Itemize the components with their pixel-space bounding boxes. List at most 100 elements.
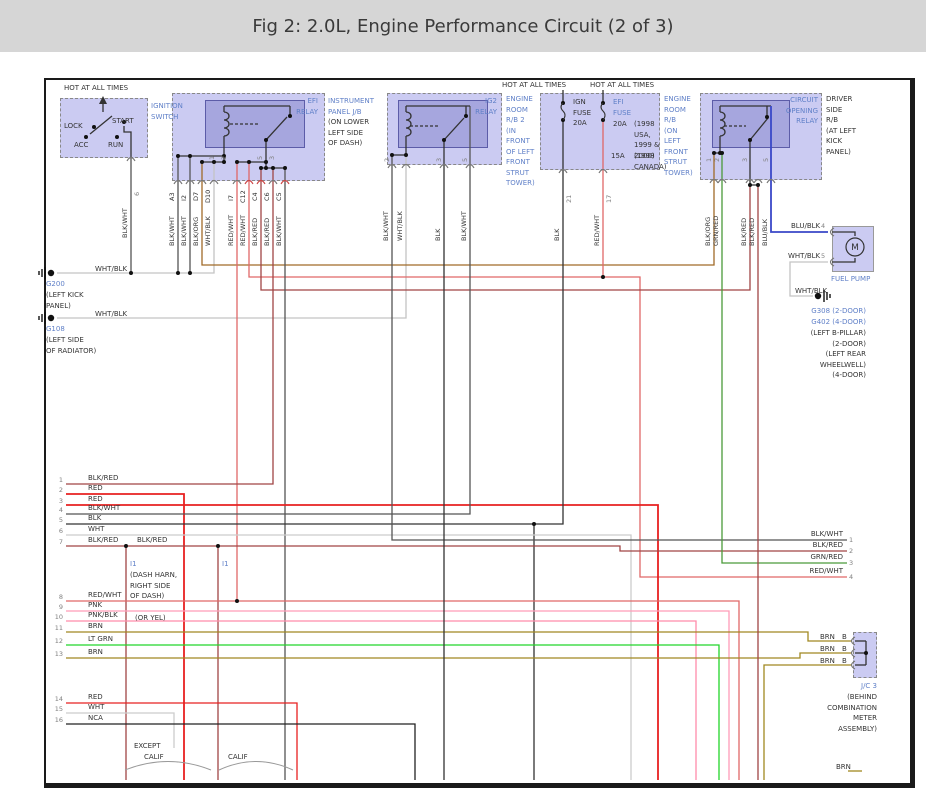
row-num-right-4: 4 bbox=[849, 573, 854, 581]
ig2-pin-3: 3 bbox=[435, 157, 443, 162]
row-color-left-4: BLK/WHT bbox=[88, 504, 121, 512]
row-color-left-5: BLK bbox=[88, 514, 102, 522]
row-color-left-12: LT GRN bbox=[88, 635, 113, 643]
efi-fuse-note1: (1998 USA, 1999 & 2000) bbox=[634, 120, 660, 160]
jc3-row-pin-3: B bbox=[842, 657, 847, 665]
row-color-left-2: RED bbox=[88, 484, 103, 492]
diagram-frame bbox=[44, 78, 915, 788]
fuel-pump-label: FUEL PUMP bbox=[831, 275, 871, 283]
efi-wire-5: RED/WHT bbox=[227, 214, 235, 246]
cor-wire-5: BLU/BLK bbox=[761, 218, 769, 246]
jc3-row-color-1: BRN bbox=[820, 633, 835, 641]
row-color-left-9: PNK bbox=[88, 601, 103, 609]
calif: CALIF bbox=[228, 753, 248, 761]
row-num-left-1: 1 bbox=[58, 476, 63, 484]
ig2-wire-1: BLK/WHT bbox=[382, 211, 390, 241]
i1-label-2: I1 bbox=[222, 560, 229, 568]
ig2-relay-label: IG2 RELAY bbox=[475, 97, 497, 116]
brn-bottom: BRN bbox=[836, 763, 851, 771]
ignition-start: START bbox=[112, 117, 134, 125]
row-num-left-11: 11 bbox=[54, 624, 63, 632]
row-num-left-10: 10 bbox=[54, 613, 63, 621]
jc3-box bbox=[853, 632, 877, 678]
row-color-left-11: BRN bbox=[88, 622, 103, 630]
efi-conn-d7: D7 bbox=[192, 191, 200, 201]
efi-wire-6: RED/WHT bbox=[239, 214, 247, 246]
row-num-right-3: 3 bbox=[849, 559, 854, 567]
fuel-pump-pin-5: 5 bbox=[821, 252, 826, 260]
efi-wire-3: BLK/ORG bbox=[192, 216, 200, 246]
g108-label: G108 bbox=[46, 325, 65, 333]
ign-fuse-label: IGN FUSE 20A bbox=[573, 98, 592, 127]
efi-fuse-15a: 15A bbox=[611, 152, 625, 160]
jc3-row-pin-1: B bbox=[842, 633, 847, 641]
row-color-left-8: RED/WHT bbox=[88, 591, 122, 599]
cor-pin-2: 2 bbox=[713, 157, 721, 162]
ig2-wire-3: BLK bbox=[434, 228, 442, 241]
efi-conn-c6: C6 bbox=[263, 192, 271, 201]
efi-pin-5: 5 bbox=[256, 155, 264, 160]
efi-wire-9: BLK/WHT bbox=[275, 216, 283, 246]
driver-side-rb-label: DRIVER SIDE R/B (AT LEFT KICK PANEL) bbox=[826, 95, 856, 156]
ig2-wire-2: WHT/BLK bbox=[396, 211, 404, 241]
row-color-left-16: NCA bbox=[88, 714, 103, 722]
row-num-left-2: 2 bbox=[58, 486, 63, 494]
engine-room-rb-label: ENGINE ROOM R/B (ON LEFT FRONT STRUT TOW… bbox=[664, 95, 693, 177]
fuel-pump-whtblk: WHT/BLK bbox=[788, 252, 821, 260]
efi-conn-c5: C5 bbox=[275, 192, 283, 201]
engine-room-rb2-label: ENGINE ROOM R/B 2 (IN FRONT OF LEFT FRON… bbox=[506, 95, 535, 187]
row-num-left-9: 9 bbox=[58, 603, 63, 611]
g308-label: G308 (2-DOOR) G402 (4-DOOR) bbox=[811, 307, 866, 326]
efi-wire-8: BLK/RED bbox=[263, 217, 271, 246]
instrument-panel-jb-label: INSTRUMENT PANEL J/B bbox=[328, 97, 374, 116]
efi-pin-3: 3 bbox=[268, 155, 276, 160]
efi-conn-c12: C12 bbox=[239, 190, 247, 203]
ignition-lock: LOCK bbox=[64, 122, 83, 130]
efi-conn-i7: I7 bbox=[227, 194, 235, 201]
ignition-acc: ACC bbox=[74, 141, 89, 149]
row-num-left-13: 13 bbox=[54, 650, 63, 658]
hot-at-all-times-1: HOT AT ALL TIMES bbox=[64, 84, 129, 92]
row-num-left-8: 8 bbox=[58, 593, 63, 601]
fuel-pump-blublk: BLU/BLK bbox=[791, 222, 821, 230]
row-color-right-3: GRN/RED bbox=[810, 553, 843, 561]
efi-conn-a3: A3 bbox=[168, 192, 176, 201]
jc3-row-color-2: BRN bbox=[820, 645, 835, 653]
row7-blkred-2: BLK/RED bbox=[137, 536, 168, 544]
efi-conn-c4: C4 bbox=[251, 192, 259, 201]
g200-sub: (LEFT KICK PANEL) bbox=[46, 291, 84, 310]
hot-at-all-times-2: HOT AT ALL TIMES bbox=[502, 81, 567, 89]
row-color-left-15: WHT bbox=[88, 703, 105, 711]
cor-pin-5: 5 bbox=[762, 157, 770, 162]
i1-label-1: I1 bbox=[130, 560, 137, 568]
row-num-left-5: 5 bbox=[58, 516, 63, 524]
circuit-opening-relay-label: CIRCUIT OPENING RELAY bbox=[785, 96, 818, 125]
efi-fuse-label: EFI FUSE bbox=[613, 98, 632, 117]
except-calif-2: CALIF bbox=[144, 753, 164, 761]
fp-ground-whtblk: WHT/BLK bbox=[795, 287, 828, 295]
row-num-right-1: 1 bbox=[849, 536, 854, 544]
ignition-wire-color: BLK/WHT bbox=[121, 208, 129, 238]
hot-at-all-times-3: HOT AT ALL TIMES bbox=[590, 81, 655, 89]
row-num-left-14: 14 bbox=[54, 695, 63, 703]
row-color-left-6: WHT bbox=[88, 525, 105, 533]
efi-conn-d10: D10 bbox=[204, 189, 212, 203]
efi-wire-4: WHT/BLK bbox=[204, 216, 212, 246]
ignition-pin-6: 6 bbox=[133, 191, 141, 196]
page-title: Fig 2: 2.0L, Engine Performance Circuit … bbox=[252, 15, 674, 37]
efi-wire-7: BLK/RED bbox=[251, 217, 259, 246]
row-num-left-7: 7 bbox=[58, 538, 63, 546]
jc3-row-pin-2: B bbox=[842, 645, 847, 653]
ign-fuse-pin-21: 21 bbox=[565, 194, 573, 203]
g108-sub: (LEFT SIDE OF RADIATOR) bbox=[46, 336, 97, 355]
row-num-left-16: 16 bbox=[54, 716, 63, 724]
g200-wire: WHT/BLK bbox=[95, 265, 128, 273]
row-color-left-13: BRN bbox=[88, 648, 103, 656]
row-color-right-4: RED/WHT bbox=[809, 567, 844, 575]
row-color-left-10: PNK/BLK bbox=[88, 611, 118, 619]
cor-wire-4: BLK/RED bbox=[748, 217, 756, 246]
i1-sub: (DASH HARN, RIGHT SIDE OF DASH) bbox=[130, 571, 178, 600]
efi-pin-1: 1 bbox=[208, 155, 216, 160]
efi-wire-1: BLK/WHT bbox=[168, 216, 176, 246]
